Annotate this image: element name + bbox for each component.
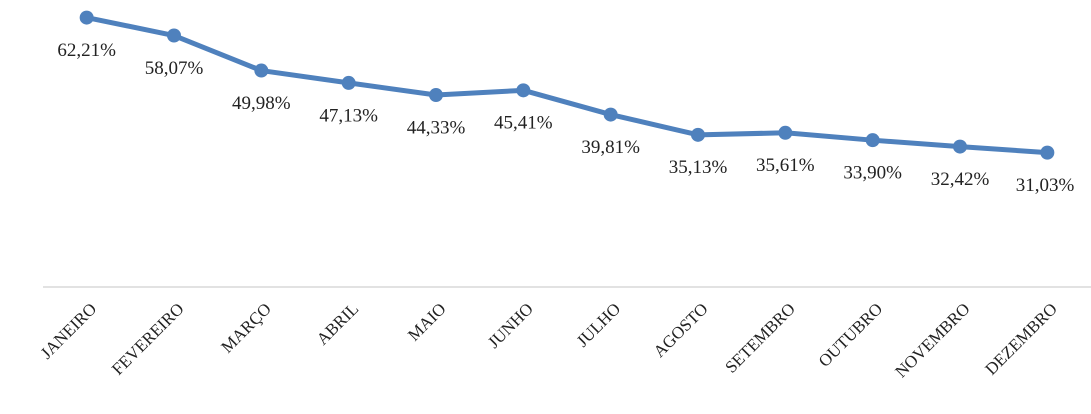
data-point	[691, 127, 705, 142]
data-point	[516, 83, 531, 98]
data-point	[429, 88, 443, 103]
data-point	[865, 133, 880, 148]
x-tick-label: ABRIL	[313, 299, 362, 348]
data-label: 32,42%	[931, 169, 990, 190]
data-point	[953, 139, 967, 154]
data-point	[167, 28, 181, 43]
x-tick-label: AGOSTO	[650, 299, 712, 361]
x-tick-label: JANEIRO	[37, 299, 101, 363]
data-label: 44,33%	[407, 117, 466, 138]
data-label: 49,98%	[232, 93, 291, 114]
x-tick-label: JULHO	[573, 299, 625, 351]
data-point	[254, 63, 269, 78]
data-label: 47,13%	[319, 105, 378, 126]
data-label: 39,81%	[581, 137, 640, 158]
data-point	[603, 107, 618, 122]
data-label: 33,90%	[843, 163, 902, 184]
data-point	[79, 10, 94, 25]
x-tick-label: MAIO	[404, 299, 449, 344]
data-point	[778, 125, 793, 140]
data-point	[341, 75, 356, 90]
data-label: 31,03%	[1016, 175, 1075, 196]
data-point	[1040, 145, 1055, 160]
data-label: 45,41%	[494, 113, 553, 134]
x-tick-label: SETEMBRO	[721, 299, 799, 377]
data-label: 35,13%	[669, 157, 728, 178]
series-line	[86, 15, 1048, 156]
x-tick-label: OUTUBRO	[815, 299, 887, 371]
x-tick-label: NOVEMBRO	[891, 299, 973, 381]
data-label: 35,61%	[756, 155, 815, 176]
x-tick-label: MARÇO	[217, 299, 275, 357]
data-label: 58,07%	[145, 58, 204, 79]
x-tick-label: DEZEMBRO	[981, 299, 1061, 379]
x-tick-label: JUNHO	[484, 299, 537, 352]
x-tick-label: FEVEREIRO	[108, 299, 188, 379]
data-label: 62,21%	[57, 40, 116, 61]
